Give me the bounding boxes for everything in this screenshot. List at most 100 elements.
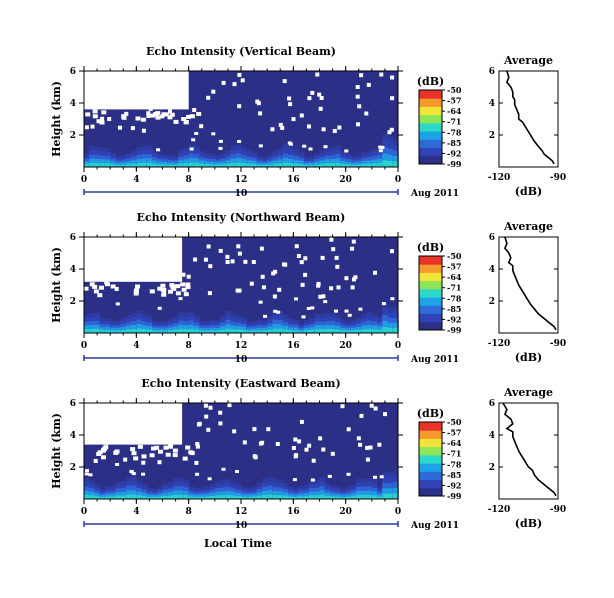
missing-data-cell: [251, 260, 256, 264]
missing-data-cell: [235, 470, 239, 473]
missing-data-cell: [359, 413, 364, 418]
echo-cell: [324, 492, 331, 499]
echo-cell: [225, 495, 232, 499]
missing-data-cell: [100, 429, 105, 434]
missing-data-cell: [288, 102, 293, 107]
colorbar-segment: [419, 479, 442, 489]
echo-cell: [125, 164, 132, 167]
missing-data-cell: [122, 240, 127, 245]
echo-cell: [193, 329, 200, 333]
average-y-tick-label: 6: [489, 399, 495, 409]
echo-cell: [152, 163, 158, 167]
colorbar-segment: [419, 155, 442, 165]
missing-data-cell: [303, 256, 308, 261]
missing-data-cell: [357, 104, 362, 109]
x-tick-label: 0: [81, 507, 87, 517]
colorbar-tick-label: -78: [447, 293, 462, 303]
missing-data-cell: [380, 145, 385, 149]
echo-cell: [340, 497, 347, 499]
missing-data-cell: [310, 478, 315, 482]
echo-cell: [178, 328, 184, 333]
echo-cell: [298, 331, 305, 333]
echo-cell: [298, 493, 305, 499]
missing-data-cell: [344, 276, 349, 281]
missing-data-cell: [266, 427, 271, 432]
date-label: 10: [235, 189, 248, 199]
missing-data-cell: [221, 467, 226, 471]
echo-cell: [350, 496, 357, 499]
missing-data-cell: [350, 246, 355, 251]
average-y-tick-label: 4: [489, 99, 495, 109]
echo-cell: [94, 328, 101, 333]
echo-cell: [131, 329, 137, 333]
missing-data-cell: [195, 444, 200, 449]
y-axis-label: Height (km): [50, 413, 63, 489]
missing-data-cell: [208, 264, 213, 269]
missing-data-cell: [131, 240, 136, 245]
colorbar-tick-label: -92: [447, 148, 461, 158]
missing-data-cell: [355, 94, 360, 99]
echo-cell: [136, 495, 143, 499]
echo-cell: [314, 329, 321, 333]
y-tick-label: 6: [70, 399, 76, 409]
echo-cell: [230, 495, 237, 499]
echo-cell: [267, 489, 273, 499]
echo-cell: [303, 496, 310, 499]
missing-data-cell: [93, 289, 99, 294]
missing-data-cell: [358, 442, 363, 447]
missing-data-cell: [293, 454, 298, 459]
x-tick-label: 12: [235, 341, 248, 351]
missing-data-cell: [96, 119, 102, 124]
missing-data-cell: [390, 249, 394, 254]
missing-data-cell: [115, 463, 120, 466]
colorbar-tick-label: -85: [447, 138, 461, 148]
average-x-label: (dB): [515, 351, 542, 364]
missing-data-cell: [146, 404, 151, 409]
missing-data-cell: [151, 446, 156, 451]
missing-data-cell: [196, 112, 202, 116]
missing-data-cell: [102, 433, 106, 438]
missing-data-cell: [373, 270, 377, 275]
echo-cell: [157, 496, 164, 499]
colorbar-segment: [419, 430, 442, 439]
missing-data-cell: [280, 125, 285, 130]
missing-data-cell: [85, 469, 89, 473]
missing-data-cell: [104, 280, 109, 285]
echo-cell: [89, 162, 95, 167]
missing-data-cell: [323, 145, 328, 149]
echo-cell: [314, 164, 321, 167]
x-tick-label: 4: [133, 507, 139, 517]
average-x-tick-label: -90: [550, 505, 566, 515]
missing-data-cell: [133, 456, 139, 461]
echo-cell: [214, 164, 221, 167]
x-tick-label: 4: [133, 175, 139, 185]
colorbar-segment: [419, 131, 442, 140]
missing-data-cell: [195, 472, 200, 476]
x-tick-label: 0: [395, 175, 401, 185]
echo-cell: [84, 164, 90, 167]
echo-cell: [94, 163, 101, 167]
echo-cell: [387, 488, 394, 499]
missing-data-cell: [169, 112, 175, 117]
missing-data-cell: [97, 250, 102, 255]
missing-data-cell: [101, 447, 106, 452]
x-tick-label: 8: [186, 175, 192, 185]
missing-data-cell: [110, 409, 115, 414]
average-x-tick-label: -90: [550, 339, 566, 349]
missing-data-cell: [390, 96, 395, 101]
missing-data-cell: [178, 297, 183, 301]
missing-data-cell: [120, 100, 125, 105]
echo-cell: [94, 496, 101, 499]
average-x-label: (dB): [515, 517, 542, 530]
colorbar-tick-label: -57: [447, 428, 461, 438]
missing-data-cell: [230, 259, 235, 264]
missing-data-cell: [169, 283, 175, 288]
missing-data-cell: [237, 72, 242, 77]
echo-cell: [335, 329, 341, 333]
missing-data-cell: [161, 292, 167, 297]
missing-data-cell: [148, 104, 153, 109]
echo-cell: [261, 165, 268, 167]
missing-data-cell: [318, 106, 323, 111]
missing-data-cell: [353, 275, 358, 280]
echo-cell: [309, 164, 315, 167]
